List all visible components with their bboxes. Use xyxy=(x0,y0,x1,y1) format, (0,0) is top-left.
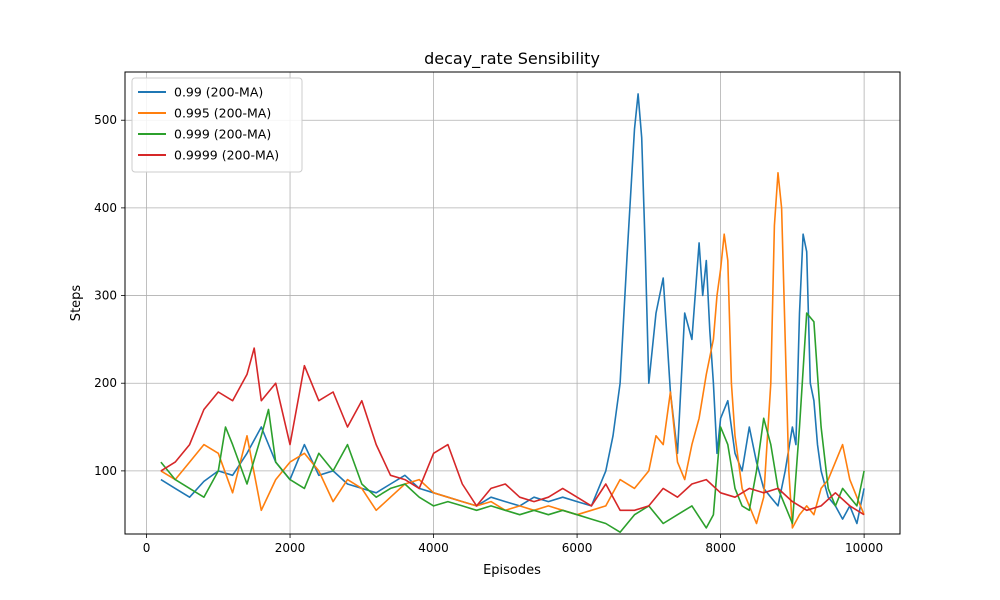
legend-label: 0.99 (200-MA) xyxy=(174,85,263,100)
series-lines xyxy=(160,93,865,534)
axis-ticks: 0 2000 4000 6000 8000 10000 100 200 300 400 500 xyxy=(94,113,883,555)
y-tick-label: 400 xyxy=(94,201,117,215)
plot-frame xyxy=(124,71,901,535)
x-tick-label: 2000 xyxy=(275,541,306,555)
x-axis-label: Episodes xyxy=(483,563,541,578)
series-line-2 xyxy=(160,172,865,529)
x-tick-label: 0 xyxy=(143,541,151,555)
legend-label: 0.9999 (200-MA) xyxy=(174,148,279,163)
x-tick-label: 10000 xyxy=(845,541,883,555)
x-tick-label: 6000 xyxy=(562,541,593,555)
legend-label: 0.995 (200-MA) xyxy=(174,106,271,121)
x-tick-label: 4000 xyxy=(418,541,449,555)
x-tick-label: 8000 xyxy=(705,541,736,555)
y-tick-label: 300 xyxy=(94,289,117,303)
chart-title: decay_rate Sensibility xyxy=(424,49,600,69)
series-line-3 xyxy=(160,312,865,534)
legend-label: 0.999 (200-MA) xyxy=(174,127,271,142)
y-tick-label: 100 xyxy=(94,464,117,478)
y-tick-label: 500 xyxy=(94,113,117,127)
legend: 0.99 (200-MA) 0.995 (200-MA) 0.999 (200-MA… xyxy=(131,77,303,173)
y-axis-label: Steps xyxy=(69,285,84,322)
y-tick-label: 200 xyxy=(94,376,117,390)
legend-box xyxy=(131,77,303,173)
series-line-4 xyxy=(160,347,865,516)
